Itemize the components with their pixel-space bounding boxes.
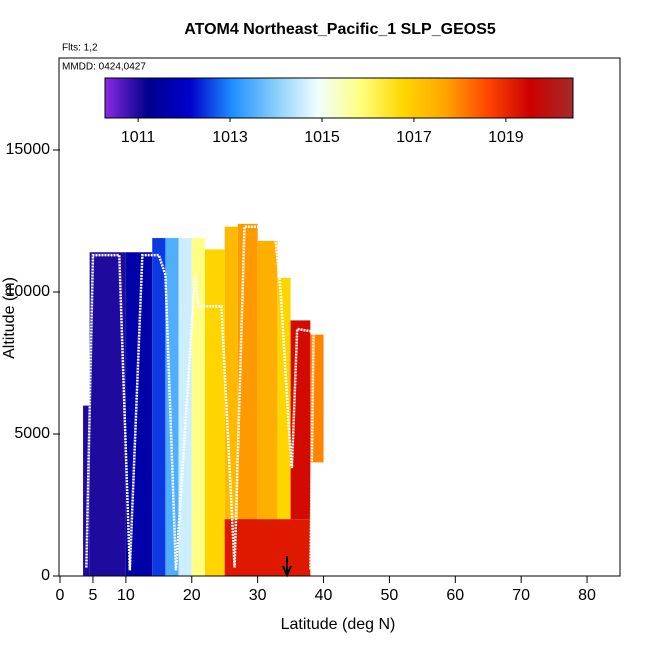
colorbar-tick-label: 1015 — [304, 129, 340, 146]
colorbar-tick-label: 1011 — [121, 129, 156, 146]
curtain-cell — [83, 405, 90, 576]
x-tick-label: 5 — [88, 587, 97, 604]
chart-title: ATOM4 Northeast_Pacific_1 SLP_GEOS5 — [184, 21, 496, 38]
flights-label: Flts: 1,2 — [62, 43, 98, 54]
curtain-cell — [204, 249, 225, 576]
x-axis-label: Latitude (deg N) — [281, 616, 396, 633]
x-tick-label: 80 — [578, 587, 596, 604]
colorbar-scale — [104, 77, 574, 119]
colorbar-tick-label: 1013 — [212, 129, 248, 146]
curtain-cell — [277, 277, 291, 520]
x-tick-label: 40 — [315, 587, 333, 604]
colorbar-tick-label: 1017 — [396, 129, 432, 146]
curtain-cell — [165, 238, 179, 576]
colorbar-tick-label: 1019 — [488, 129, 524, 146]
x-tick-label: 70 — [512, 587, 530, 604]
curtain-cell — [152, 238, 166, 576]
curtain-cell — [178, 238, 192, 576]
curtain-cell — [257, 240, 278, 520]
marker-arrow — [282, 556, 292, 578]
curtain-cell — [224, 519, 311, 576]
curtain-cell — [125, 252, 153, 576]
dates-label: MMDD: 0424,0427 — [62, 62, 146, 73]
x-tick-label: 0 — [56, 587, 65, 604]
track-line — [85, 225, 315, 571]
x-tick-label: 20 — [183, 587, 201, 604]
x-tick-label: 50 — [381, 587, 399, 604]
flight-track — [85, 225, 315, 571]
curtain-cell — [191, 238, 205, 576]
curtain-cell — [224, 226, 238, 576]
y-tick-label: 5000 — [14, 425, 50, 442]
x-tick-label: 60 — [446, 587, 464, 604]
colorbar: 1011 1013 1015 1017 1019 — [104, 77, 574, 146]
x-tick-label: 30 — [249, 587, 267, 604]
y-axis-label: Altitude (m) — [1, 277, 18, 359]
y-tick-label: 0 — [41, 567, 50, 584]
y-tick-label: 15000 — [6, 141, 51, 158]
curtain-cell — [89, 252, 126, 576]
axes: 0 5 10 20 30 40 50 60 70 80 0 5000 10000 15000 — [6, 141, 597, 604]
plot-frame — [58, 57, 621, 577]
y-tick-label: 10000 — [6, 283, 51, 300]
x-tick-label: 10 — [117, 587, 135, 604]
